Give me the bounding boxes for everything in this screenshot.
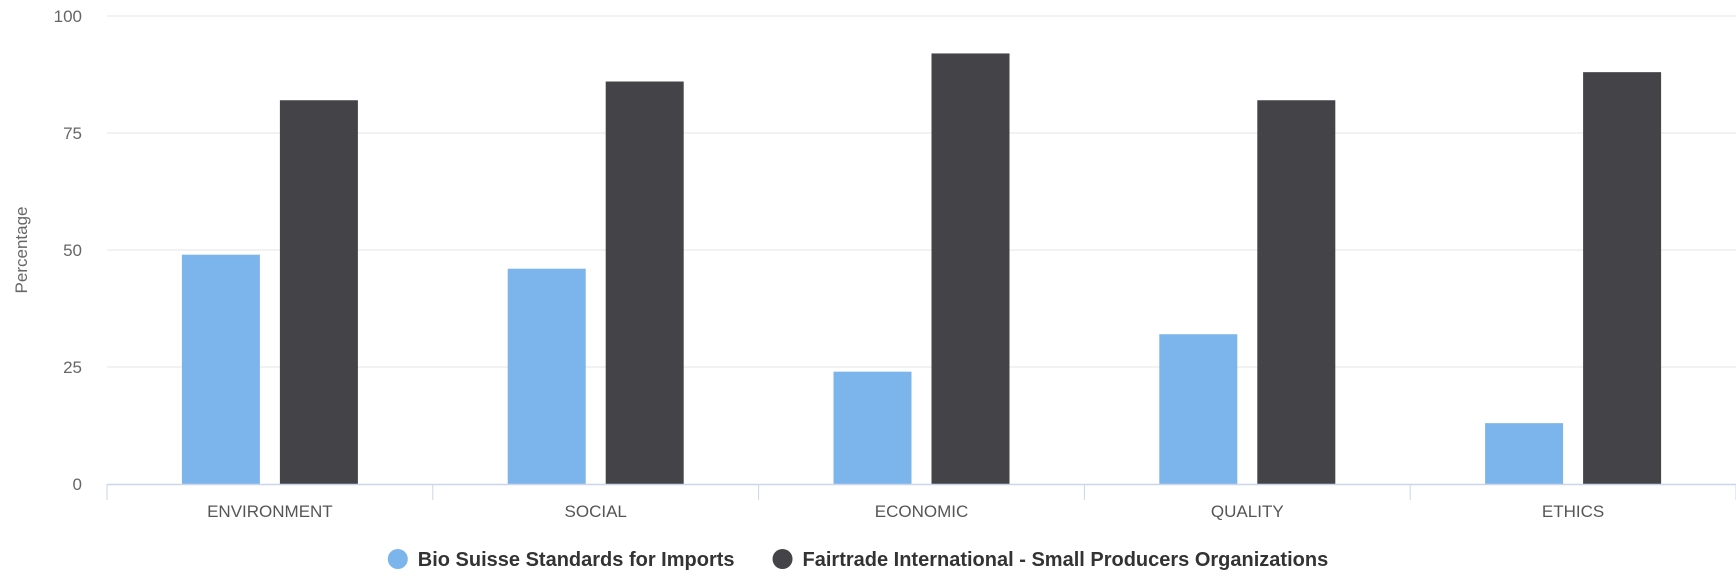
bar-quality-series-2[interactable]: Fairtrade International - Small Producer… <box>1257 100 1336 485</box>
bar-environment-series-1[interactable]: Bio Suisse Standards for Imports: 49 <box>181 254 260 484</box>
legend-marker <box>387 549 408 569</box>
y-tick-label: 100 <box>54 7 82 26</box>
y-tick-label: 25 <box>63 358 82 377</box>
bar-economic-series-2[interactable]: Fairtrade International - Small Producer… <box>931 53 1010 484</box>
x-tick-label-ethics: ETHICS <box>1542 502 1604 521</box>
legend-label: Fairtrade International - Small Producer… <box>803 549 1329 571</box>
bars: Bio Suisse Standards for Imports: 49Fair… <box>181 53 1662 485</box>
x-tick-label-social: SOCIAL <box>565 502 627 521</box>
x-tick-label-economic: ECONOMIC <box>875 502 969 521</box>
bar-ethics-series-2[interactable]: Fairtrade International - Small Producer… <box>1583 72 1662 484</box>
legend-label: Bio Suisse Standards for Imports <box>418 549 735 571</box>
bar-quality-series-1[interactable]: Bio Suisse Standards for Imports: 32 <box>1159 334 1238 484</box>
gridlines <box>107 15 1736 368</box>
y-axis-ticks: 0 25 50 75 100 <box>54 7 82 494</box>
x-tick-label-environment: ENVIRONMENT <box>207 502 333 521</box>
bar-social-series-2[interactable]: Fairtrade International - Small Producer… <box>605 81 684 485</box>
legend-item-series-1[interactable]: Bio Suisse Standards for Imports <box>387 549 735 571</box>
legend-item-series-2[interactable]: Fairtrade International - Small Producer… <box>772 549 1329 571</box>
x-tick-label-quality: QUALITY <box>1211 502 1284 521</box>
y-tick-label: 50 <box>63 241 82 260</box>
legend-marker <box>772 549 793 569</box>
bar-ethics-series-1[interactable]: Bio Suisse Standards for Imports: 13 <box>1485 423 1564 484</box>
y-tick-label: 0 <box>73 475 82 494</box>
y-tick-label: 75 <box>63 124 82 143</box>
x-axis: ENVIRONMENT SOCIAL ECONOMIC QUALITY ETHICS <box>106 483 1736 521</box>
y-axis-title: Percentage <box>12 207 31 294</box>
bar-economic-series-1[interactable]: Bio Suisse Standards for Imports: 24 <box>833 371 912 484</box>
legend: Bio Suisse Standards for Imports Fairtrad… <box>387 549 1329 571</box>
bar-environment-series-2[interactable]: Fairtrade International - Small Producer… <box>279 100 358 485</box>
bar-social-series-1[interactable]: Bio Suisse Standards for Imports: 46 <box>507 268 586 484</box>
